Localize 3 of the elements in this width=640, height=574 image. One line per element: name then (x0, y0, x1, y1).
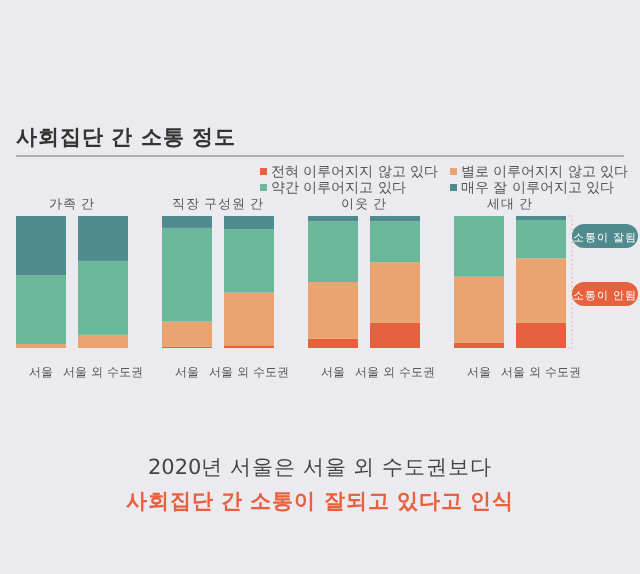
text: 사회집단 간 소통이 잘되고 있다고 인식 (125, 490, 515, 514)
text: 2020년 서울은 서울 외 수도권보다 (147, 456, 493, 480)
chart-title: 사회집단 간 소통 정도 (16, 126, 236, 150)
